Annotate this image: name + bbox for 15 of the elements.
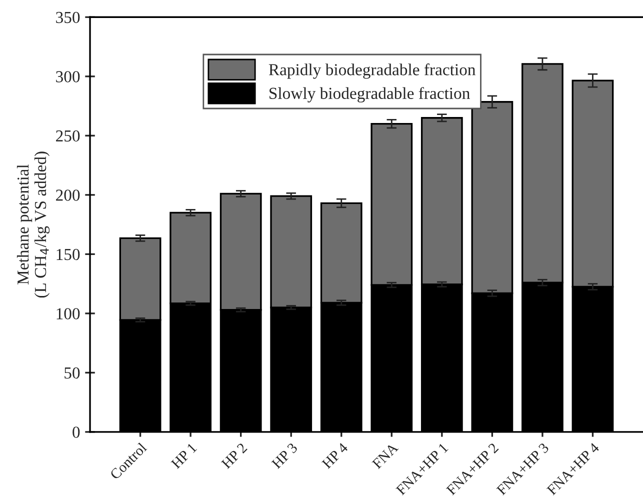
legend-label: Rapidly biodegradable fraction	[268, 63, 476, 79]
legend-label: Slowly biodegradable fraction	[270, 87, 470, 102]
y-tick-label: 300	[56, 71, 80, 82]
x-tick-label: HP 3	[271, 442, 298, 470]
y-tick-label: 100	[56, 308, 80, 320]
x-tick-label: HP 4	[322, 442, 348, 470]
y-tick-label: 200	[56, 190, 80, 201]
y-tick-label: 150	[56, 248, 80, 260]
y-tick-label: 350	[56, 12, 80, 24]
y-tick-label: 0	[72, 426, 80, 438]
y-tick-label: 50	[64, 367, 80, 379]
x-tick-label: HP 1	[170, 442, 198, 470]
y-tick-label: 250	[56, 130, 80, 142]
x-tick-label: HP 2	[220, 442, 248, 470]
y-axis-title: Methane potential (L CH$_{4}$/kg VS added)	[16, 152, 50, 298]
